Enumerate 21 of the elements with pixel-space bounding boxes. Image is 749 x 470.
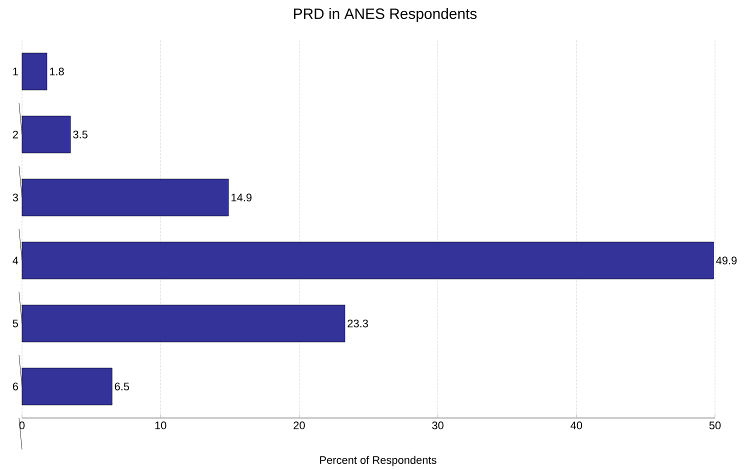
x-tick-label: 40	[570, 422, 582, 430]
data-label: 3.5	[73, 130, 88, 138]
bar	[22, 52, 48, 90]
y-tick-label: 3	[12, 194, 18, 202]
y-tick-label: 6	[12, 382, 18, 390]
x-tick-label: 10	[155, 422, 166, 430]
y-tick-label: 2	[12, 130, 18, 138]
x-tick-label: 20	[294, 422, 305, 430]
x-tick-label: 30	[432, 422, 444, 430]
data-label: 6.5	[114, 382, 130, 390]
x-tick-label: 0	[19, 422, 25, 430]
data-label: 14.9	[232, 194, 252, 202]
data-label: 49.9	[716, 256, 737, 264]
y-tick-label: 4	[12, 256, 18, 264]
y-tick-label: 5	[12, 320, 18, 328]
x-tick-label: 50	[709, 422, 721, 430]
x-axis-title: Percent of Respondents	[320, 456, 436, 466]
data-label: 1.8	[50, 68, 64, 76]
y-tick-label: 1	[13, 68, 18, 76]
data-label: 23.3	[348, 320, 368, 328]
chart-title: PRD in ANES Respondents	[294, 8, 477, 22]
